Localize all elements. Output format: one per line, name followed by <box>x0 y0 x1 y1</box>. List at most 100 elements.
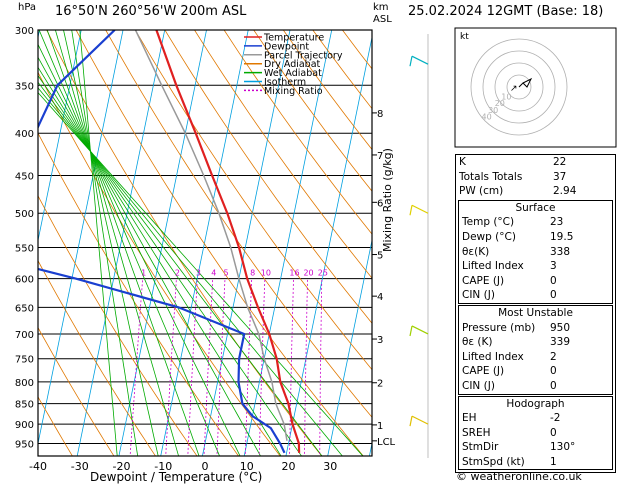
hodograph-unit-label: kt <box>460 32 469 42</box>
legend-entry: Temperature <box>263 33 324 44</box>
mixing-ratio-label: 5 <box>223 269 228 278</box>
hodograph-trace <box>518 77 533 88</box>
most-unstable-section: Most Unstable Pressure (mb) 950 θε (K) 339 L… <box>458 304 613 395</box>
pressure-tick-label: 600 <box>15 275 34 286</box>
unstable-value: 339 <box>550 336 571 349</box>
isotherm-line <box>327 238 372 456</box>
general-indices: K 22 Totals Totals 37 PW (cm) 2.94 <box>456 155 615 199</box>
pressure-tick-label: 900 <box>15 420 34 431</box>
mixing-ratio-label: 1 <box>141 269 146 278</box>
legend-entry: Parcel Trajectory <box>264 50 343 61</box>
series-temperature-line <box>155 30 301 453</box>
mixing-ratio-label: 25 <box>318 269 328 278</box>
mixing-ratio-label: 8 <box>250 269 255 278</box>
isotherm-line <box>202 30 291 456</box>
pressure-tick-label: 550 <box>15 243 34 254</box>
mixing-ratio-line <box>216 278 226 456</box>
surface-key: CIN (J) <box>462 289 495 302</box>
surface-value: 23 <box>550 216 564 229</box>
altitude-tick-label: 5 <box>377 251 383 262</box>
surface-section: Surface Temp (°C) 23 Dewp (°C) 19.5 θε(K) 338… <box>458 199 613 304</box>
altitude-tick-label: 1 <box>377 421 383 432</box>
mixing-ratio-line <box>244 278 253 456</box>
dry-adiabat-line <box>38 259 156 456</box>
altitude-unit-label: km ASL <box>373 2 392 26</box>
mixing-ratio-line <box>258 278 266 456</box>
mixing-ratio-label: 10 <box>261 269 271 278</box>
wet-adiabat-line <box>63 30 159 456</box>
surface-row: θε(K) 338 <box>459 245 612 260</box>
mixing-ratio-label: 4 <box>211 269 216 278</box>
surface-value: 338 <box>550 245 571 258</box>
surface-row: Lifted Index 3 <box>459 259 612 274</box>
dry-adiabat-line <box>282 30 372 151</box>
hodograph-ring <box>482 50 556 124</box>
wet-adiabat-line <box>38 87 343 456</box>
unstable-key: Pressure (mb) <box>462 321 536 334</box>
surface-row: Temp (°C) 23 <box>459 215 612 230</box>
surface-key: θε(K) <box>462 245 490 258</box>
hodograph-arrow-icon: ↗ <box>510 84 518 94</box>
unstable-row: CAPE (J) 0 <box>459 364 612 379</box>
dry-adiabat-line <box>38 326 115 456</box>
hodograph-section: Hodograph EH -2 SREH 0 StmDir 130° StmSpd (kt)… <box>458 395 613 471</box>
unstable-row: Lifted Index 2 <box>459 350 612 365</box>
pressure-tick-label: 350 <box>15 81 34 92</box>
legend-entry: Mixing Ratio <box>264 86 323 97</box>
pressure-tick-label: 300 <box>15 26 34 37</box>
x-tick-label: 30 <box>323 460 337 473</box>
wet-adiabat-line <box>38 74 302 456</box>
mixing-ratio-line <box>203 278 214 456</box>
hodograph-key: EH <box>462 412 477 425</box>
wet-adiabat-line <box>38 30 220 456</box>
x-tick-label: -40 <box>29 460 47 473</box>
x-tick-label: -30 <box>71 460 89 473</box>
unstable-row: CIN (J) 0 <box>459 379 612 394</box>
location-title: 16°50'N 260°56'W 200m ASL <box>55 4 247 19</box>
hodograph-ring-label: 20 <box>495 99 505 108</box>
x-axis-label: Dewpoint / Temperature (°C) <box>90 470 263 484</box>
legend-entry: Dry Adiabat <box>264 59 321 70</box>
mixing-ratio-label: 16 <box>289 269 299 278</box>
surface-row: CIN (J) 0 <box>459 288 612 303</box>
surface-key: Lifted Index <box>462 260 524 273</box>
unstable-key: CAPE (J) <box>462 365 505 378</box>
hodograph-ring-label: 40 <box>482 112 492 121</box>
unstable-key: CIN (J) <box>462 379 495 392</box>
most-unstable-title: Most Unstable <box>498 306 573 319</box>
pressure-tick-label: 850 <box>15 400 34 411</box>
pressure-tick-label: 700 <box>15 330 34 341</box>
index-key: PW (cm) <box>459 185 504 198</box>
mixing-ratio-line <box>289 278 294 456</box>
hodograph-frame <box>454 27 617 148</box>
plot-frame <box>37 29 373 457</box>
mixing-ratio-axis-label: Mixing Ratio (g/kg) <box>381 148 394 252</box>
unstable-value: 0 <box>550 379 557 392</box>
unstable-row: θε (K) 339 <box>459 335 612 350</box>
hodograph-ring-label: 30 <box>488 106 498 115</box>
hodograph-value: -2 <box>550 412 561 425</box>
wind-barb <box>409 205 413 216</box>
hodograph-key: SREH <box>462 426 491 439</box>
asl-label: ASL <box>373 14 392 25</box>
dry-adiabat-line <box>38 71 281 456</box>
dry-adiabat-line <box>38 396 73 456</box>
dry-adiabat-line <box>253 30 372 192</box>
mixing-ratio-line <box>304 278 308 456</box>
dry-adiabat-line <box>0 5 34 462</box>
x-tick-label: 0 <box>202 460 209 473</box>
wind-barb <box>409 325 413 337</box>
pressure-tick-label: 500 <box>15 209 34 220</box>
isotherm-line <box>76 30 166 456</box>
mixing-ratio-line <box>187 278 198 456</box>
dry-adiabat-line <box>223 30 372 235</box>
index-value: 37 <box>553 170 567 183</box>
pressure-unit-label: hPa <box>18 2 37 13</box>
dry-adiabat-line <box>105 30 372 418</box>
wind-barb <box>409 415 413 427</box>
mixing-ratio-line <box>165 278 177 456</box>
hodograph-row: StmSpd (kt) 1 <box>459 455 612 470</box>
mixing-ratio-label: 3 <box>196 269 201 278</box>
hodograph-value: 1 <box>550 455 557 468</box>
